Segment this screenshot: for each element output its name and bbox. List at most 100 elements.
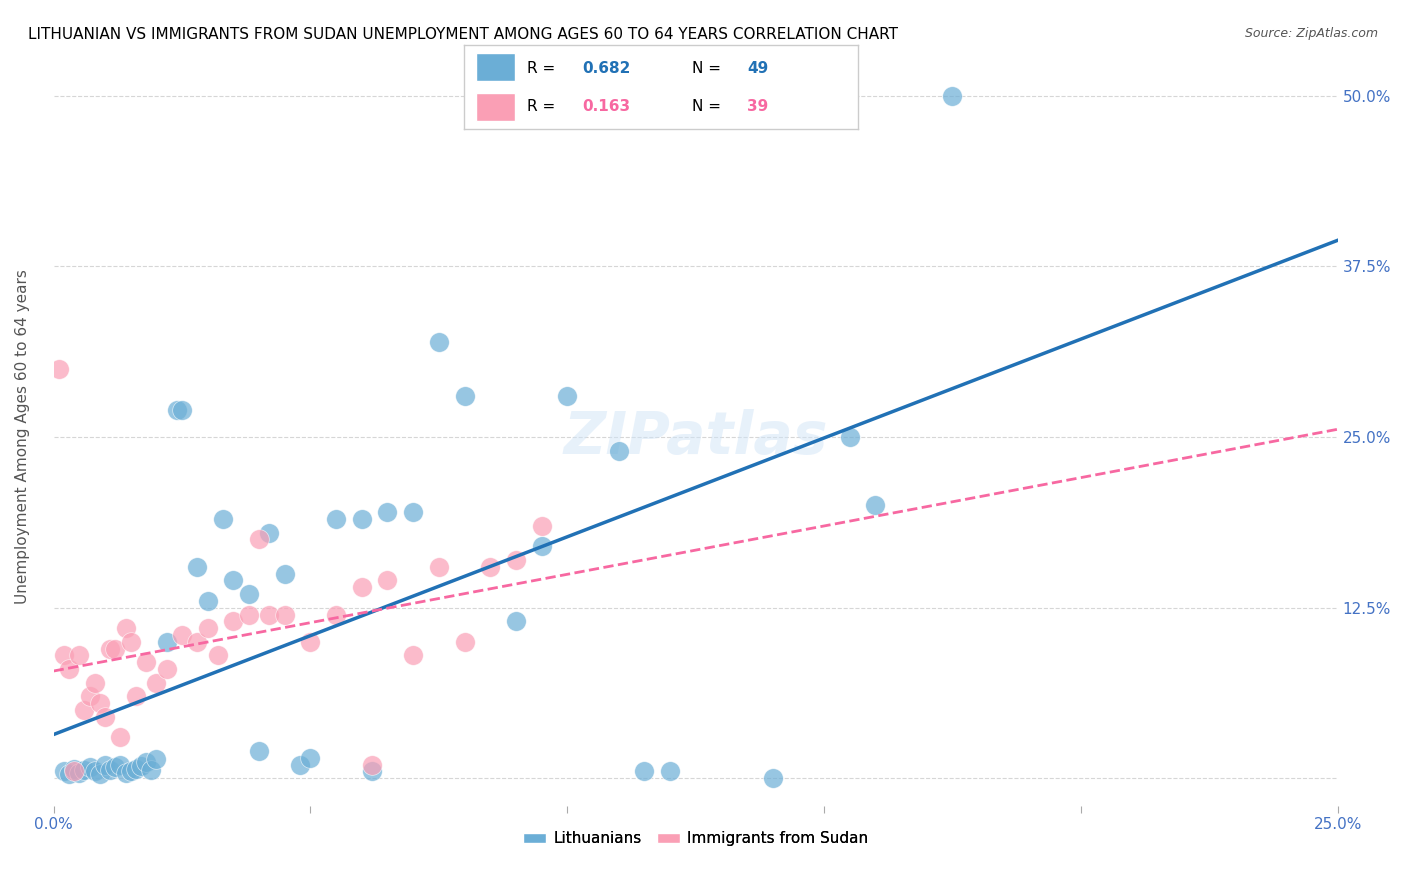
Point bbox=[941, 88, 963, 103]
Point bbox=[288, 757, 311, 772]
Point bbox=[79, 690, 101, 704]
Text: N =: N = bbox=[692, 99, 725, 114]
Text: 39: 39 bbox=[748, 99, 769, 114]
Point bbox=[98, 641, 121, 656]
Point bbox=[79, 760, 101, 774]
Point bbox=[259, 525, 281, 540]
Point bbox=[361, 757, 384, 772]
Point bbox=[505, 615, 527, 629]
Text: 0.163: 0.163 bbox=[582, 99, 630, 114]
Point bbox=[377, 574, 399, 588]
Legend: Lithuanians, Immigrants from Sudan: Lithuanians, Immigrants from Sudan bbox=[512, 821, 879, 857]
Point bbox=[155, 662, 177, 676]
Point bbox=[114, 621, 136, 635]
Point bbox=[453, 635, 475, 649]
Point bbox=[145, 675, 167, 690]
Point bbox=[94, 757, 117, 772]
Point bbox=[299, 751, 322, 765]
Point bbox=[530, 518, 553, 533]
Text: Source: ZipAtlas.com: Source: ZipAtlas.com bbox=[1244, 27, 1378, 40]
Point bbox=[170, 402, 193, 417]
Point bbox=[197, 594, 219, 608]
Point bbox=[222, 574, 245, 588]
Point bbox=[402, 648, 425, 663]
Point bbox=[325, 512, 347, 526]
Point bbox=[67, 765, 90, 780]
Point bbox=[170, 628, 193, 642]
Point bbox=[48, 361, 70, 376]
Point bbox=[63, 762, 86, 776]
Point bbox=[222, 615, 245, 629]
Point bbox=[52, 764, 75, 779]
Point bbox=[125, 762, 148, 776]
Point bbox=[361, 764, 384, 779]
Point bbox=[530, 539, 553, 553]
Point bbox=[89, 767, 111, 781]
Point bbox=[83, 675, 105, 690]
Point bbox=[274, 566, 297, 581]
Point bbox=[73, 703, 96, 717]
Point bbox=[247, 744, 270, 758]
Point bbox=[658, 764, 681, 779]
Point bbox=[98, 763, 121, 777]
Point bbox=[166, 402, 188, 417]
Point bbox=[555, 389, 578, 403]
Point bbox=[865, 498, 887, 512]
Point bbox=[135, 655, 157, 669]
Point bbox=[762, 772, 785, 786]
Point bbox=[58, 767, 80, 781]
Point bbox=[141, 763, 163, 777]
Y-axis label: Unemployment Among Ages 60 to 64 years: Unemployment Among Ages 60 to 64 years bbox=[15, 269, 30, 605]
Point bbox=[274, 607, 297, 622]
Point bbox=[299, 635, 322, 649]
Point bbox=[402, 505, 425, 519]
Point bbox=[114, 765, 136, 780]
Point bbox=[325, 607, 347, 622]
Point bbox=[104, 641, 127, 656]
Point bbox=[120, 635, 142, 649]
Point bbox=[110, 731, 132, 745]
Point bbox=[350, 512, 373, 526]
Point bbox=[110, 757, 132, 772]
Point bbox=[52, 648, 75, 663]
Point bbox=[212, 512, 235, 526]
Text: N =: N = bbox=[692, 61, 725, 76]
Point bbox=[83, 764, 105, 779]
Point bbox=[73, 763, 96, 777]
Point bbox=[247, 533, 270, 547]
Point bbox=[377, 505, 399, 519]
Point bbox=[607, 443, 630, 458]
Point bbox=[259, 607, 281, 622]
Point bbox=[238, 587, 260, 601]
Point bbox=[155, 635, 177, 649]
Point bbox=[63, 764, 86, 779]
Point bbox=[197, 621, 219, 635]
Text: 0.682: 0.682 bbox=[582, 61, 630, 76]
Text: R =: R = bbox=[527, 99, 560, 114]
Point bbox=[479, 559, 502, 574]
Point bbox=[58, 662, 80, 676]
Point bbox=[104, 760, 127, 774]
Point bbox=[94, 710, 117, 724]
Point bbox=[186, 559, 208, 574]
Point bbox=[125, 690, 148, 704]
Point bbox=[135, 755, 157, 769]
Text: ZIPatlas: ZIPatlas bbox=[564, 409, 828, 466]
Point bbox=[453, 389, 475, 403]
Point bbox=[350, 580, 373, 594]
Point bbox=[427, 559, 450, 574]
FancyBboxPatch shape bbox=[475, 93, 515, 120]
Point bbox=[145, 752, 167, 766]
Point bbox=[207, 648, 229, 663]
Text: LITHUANIAN VS IMMIGRANTS FROM SUDAN UNEMPLOYMENT AMONG AGES 60 TO 64 YEARS CORRE: LITHUANIAN VS IMMIGRANTS FROM SUDAN UNEM… bbox=[28, 27, 898, 42]
Point bbox=[427, 334, 450, 349]
Point bbox=[838, 430, 860, 444]
Point bbox=[67, 648, 90, 663]
Point bbox=[238, 607, 260, 622]
Point bbox=[129, 759, 152, 773]
Point bbox=[120, 764, 142, 779]
Point bbox=[89, 696, 111, 710]
Text: 49: 49 bbox=[748, 61, 769, 76]
Text: R =: R = bbox=[527, 61, 560, 76]
Point bbox=[186, 635, 208, 649]
